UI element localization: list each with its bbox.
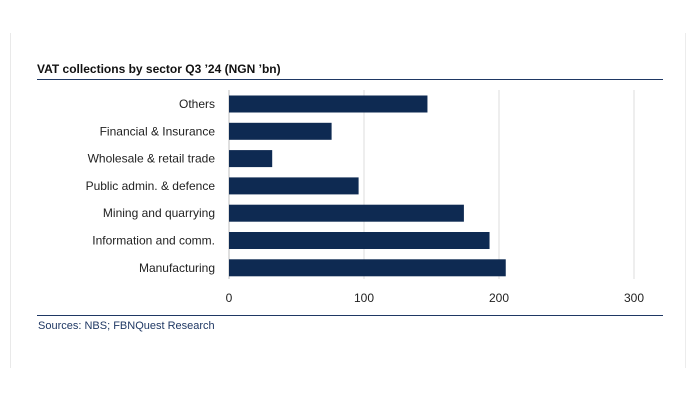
chart-title: VAT collections by sector Q3 ’24 (NGN ’b… — [37, 62, 281, 76]
x-tick-label: 100 — [354, 291, 374, 305]
bar — [229, 232, 490, 249]
x-tick-labels: 0 100 200 300 — [226, 291, 645, 305]
bar — [229, 95, 428, 113]
bar — [229, 150, 273, 168]
bar — [229, 177, 359, 195]
source-note: Sources: NBS; FBNQuest Research — [38, 320, 215, 332]
category-label: Information and comm. — [92, 234, 215, 248]
category-label: Wholesale & retail trade — [88, 152, 216, 166]
category-label: Manufacturing — [139, 261, 215, 275]
bar — [229, 259, 506, 277]
x-tick-label: 300 — [624, 291, 644, 305]
bars — [229, 95, 506, 277]
category-label: Financial & Insurance — [100, 124, 216, 138]
x-tick-label: 0 — [226, 291, 233, 305]
category-label: Others — [179, 97, 215, 111]
category-label: Mining and quarrying — [103, 206, 215, 220]
chart-card — [10, 33, 686, 368]
x-tick-label: 200 — [489, 291, 509, 305]
bar — [229, 204, 464, 222]
footer-divider — [37, 315, 663, 316]
title-divider — [37, 79, 663, 80]
bar — [229, 122, 332, 140]
category-labels: Others Financial & Insurance Wholesale & r… — [86, 97, 216, 275]
category-label: Public admin. & defence — [86, 179, 216, 193]
